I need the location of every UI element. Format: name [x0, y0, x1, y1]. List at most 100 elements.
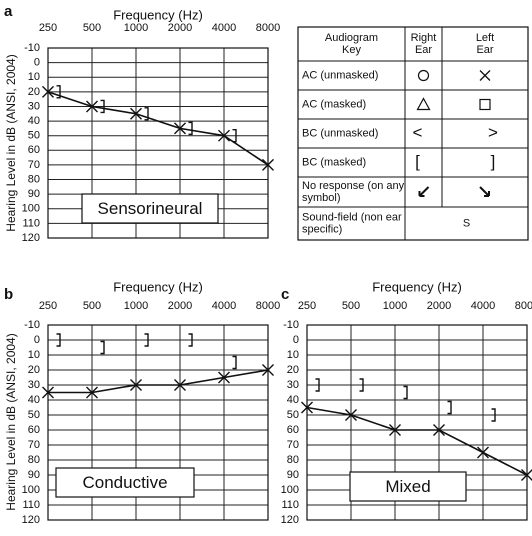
audiogram-panel-b: b Frequency (Hz) Hearing Level in dB (ANSI…: [4, 280, 280, 526]
air-conduction-x-marker: [433, 424, 445, 436]
key-left-symbol: ]: [491, 152, 496, 171]
y-tick-label: 20: [28, 364, 40, 376]
x-tick-label: 4000: [471, 300, 495, 312]
y-tick-label: 80: [287, 454, 299, 466]
bone-conduction-bracket-marker: [100, 99, 105, 114]
y-tick-label: 100: [281, 484, 299, 496]
x-tick-label: 500: [83, 300, 101, 312]
arrow-down-left-icon: [418, 186, 430, 197]
circle-icon: [417, 69, 430, 82]
square-icon: [479, 98, 491, 111]
y-tick-label: -10: [24, 319, 40, 331]
bone-conduction-bracket-marker: [232, 355, 237, 370]
plot-frame: [47, 324, 269, 521]
key-table-border: [297, 26, 529, 241]
plot-frame: [47, 47, 269, 239]
y-tick-label: 30: [28, 100, 40, 112]
x-tick-label: 2000: [168, 300, 192, 312]
x-tick-label: 1000: [124, 22, 148, 34]
air-conduction-x-marker: [521, 469, 532, 481]
hearing-loss-type-box: [349, 471, 467, 502]
y-tick-label: 0: [34, 334, 40, 346]
key-sound-field-symbol: S: [463, 217, 470, 229]
air-conduction-x-marker: [42, 85, 54, 98]
key-row-label: BC (unmasked): [302, 127, 378, 139]
y-tick-label: 30: [287, 379, 299, 391]
y-tick-label: 20: [28, 86, 40, 98]
x-tick-label: 1000: [383, 300, 407, 312]
y-tick-label: 70: [287, 439, 299, 451]
y-tick-label: 70: [28, 439, 40, 451]
x-tick-label: 250: [298, 300, 316, 312]
panel-letter: b: [4, 286, 13, 303]
y-tick-label: 110: [281, 499, 299, 511]
bone-conduction-bracket-marker: [359, 378, 364, 392]
key-col-right-ear: Right Ear: [411, 32, 437, 56]
x-tick-label: 250: [39, 22, 57, 34]
air-conduction-x-marker: [262, 364, 274, 376]
y-tick-label: 40: [287, 394, 299, 406]
arrow-down-right-icon: [479, 186, 490, 197]
audiogram-panel-a: a Frequency (Hz) Hearing Level in dB (ANSI…: [4, 3, 280, 244]
key-right-symbol: <: [413, 123, 423, 142]
y-tick-label: 20: [287, 364, 299, 376]
air-conduction-x-marker: [345, 409, 357, 421]
x-axis-title: Frequency (Hz): [372, 280, 462, 295]
bone-conduction-bracket-marker: [232, 128, 237, 143]
y-tick-label: 100: [22, 484, 40, 496]
y-tick-label: 10: [28, 349, 40, 361]
y-tick-label: 100: [22, 203, 40, 215]
y-axis-title: Hearing Level in dB (ANSI, 2004): [4, 333, 18, 510]
x-tick-label: 8000: [515, 300, 532, 312]
x-tick-label: 500: [83, 22, 101, 34]
air-conduction-line: [306, 406, 528, 476]
air-conduction-x-marker: [262, 158, 274, 171]
bone-conduction-bracket-marker: [491, 408, 496, 422]
y-tick-label: 50: [28, 130, 40, 142]
key-left-symbol: >: [488, 123, 498, 142]
y-tick-label: 0: [293, 334, 299, 346]
y-tick-label: 120: [281, 514, 299, 526]
hearing-loss-type-label: Mixed: [385, 477, 430, 496]
key-row-label: BC (masked): [302, 156, 366, 168]
y-axis-title: Hearing Level in dB (ANSI, 2004): [4, 54, 18, 231]
air-conduction-line: [48, 369, 269, 394]
y-tick-label: 50: [287, 409, 299, 421]
air-conduction-x-marker: [42, 386, 54, 399]
y-tick-label: 0: [34, 57, 40, 69]
key-row-label: AC (masked): [302, 98, 366, 110]
x-axis-title: Frequency (Hz): [113, 8, 203, 23]
x-tick-label: 4000: [212, 300, 236, 312]
y-tick-label: 120: [22, 514, 40, 526]
y-tick-label: 120: [22, 232, 40, 244]
y-tick-label: -10: [283, 319, 299, 331]
y-tick-label: 40: [28, 115, 40, 127]
key-title: Audiogram Key: [325, 32, 378, 56]
bone-conduction-bracket-marker: [447, 400, 452, 415]
y-tick-label: 90: [28, 188, 40, 200]
air-conduction-x-marker: [86, 386, 98, 399]
y-tick-label: 70: [28, 159, 40, 171]
air-conduction-x-marker: [218, 129, 230, 142]
x-tick-label: 2000: [168, 22, 192, 34]
y-tick-label: 110: [22, 217, 40, 229]
y-tick-label: 60: [28, 144, 40, 156]
audiogram-key: Audiogram Key Right Ear Left Ear AC (unmasked)…: [297, 26, 529, 241]
y-tick-label: 60: [28, 424, 40, 436]
y-tick-label: 90: [287, 469, 299, 481]
air-conduction-x-marker: [130, 379, 142, 391]
key-row-label: AC (unmasked): [302, 69, 378, 81]
x-tick-label: 500: [342, 300, 360, 312]
triangle-icon: [416, 97, 431, 111]
y-tick-label: 80: [28, 173, 40, 185]
y-tick-label: 50: [28, 409, 40, 421]
air-conduction-x-marker: [477, 446, 489, 459]
y-tick-label: 60: [287, 424, 299, 436]
x-tick-label: 2000: [427, 300, 451, 312]
hearing-loss-type-label: Conductive: [82, 473, 167, 492]
y-tick-label: 10: [28, 71, 40, 83]
x-axis-title: Frequency (Hz): [113, 280, 203, 295]
audiogram-panel-c: c Frequency (Hz) -10 0 10 20 30 40 50 60 70 80 90 100…: [281, 280, 532, 526]
bone-conduction-bracket-marker: [56, 333, 61, 347]
